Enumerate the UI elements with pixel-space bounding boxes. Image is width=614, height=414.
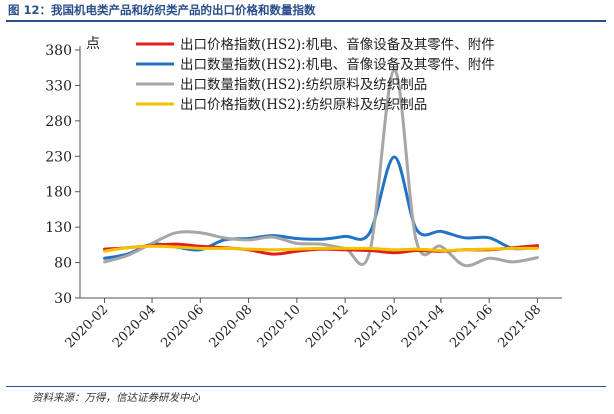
y-tick-label: 80: [54, 256, 72, 272]
x-tick-label: 2020-10: [255, 302, 304, 351]
y-tick-label: 330: [45, 78, 72, 94]
y-tick-label: 230: [45, 149, 72, 165]
y-tick-label: 280: [45, 114, 72, 130]
chart-series: [103, 68, 539, 268]
y-tick-label: 130: [45, 220, 72, 236]
y-unit-label: 点: [86, 36, 100, 52]
source-note: 资料来源：万得，信达证券研发中心: [32, 392, 200, 404]
x-tick-label: 2021-06: [447, 302, 496, 351]
x-tick-label: 2021-04: [399, 302, 448, 351]
x-tick-label: 2020-04: [110, 302, 159, 351]
x-tick-label: 2020-06: [158, 302, 207, 351]
y-tick-label: 180: [45, 185, 72, 201]
y-tick-label: 380: [45, 43, 72, 59]
footer-rule: [6, 386, 606, 387]
legend-item-textile-price-label: 出口价格指数(HS2):纺织原料及纺织制品: [180, 97, 427, 113]
x-tick-label: 2021-02: [352, 302, 401, 351]
figure-title: 图 12：我国机电类产品和纺织类产品的出口价格和数量指数: [8, 3, 316, 17]
legend-item-mech-price-label: 出口价格指数(HS2):机电、音像设备及其零件、附件: [180, 36, 495, 53]
x-tick-label: 2021-08: [495, 302, 544, 351]
legend: 出口价格指数(HS2):机电、音像设备及其零件、附件出口数量指数(HS2):机电…: [136, 36, 495, 113]
x-tick-label: 2020-12: [303, 302, 352, 351]
x-tick-label: 2020-08: [207, 302, 256, 351]
title-rule: [6, 20, 606, 22]
y-tick-label: 30: [54, 291, 72, 307]
legend-item-mech-volume-label: 出口数量指数(HS2):机电、音像设备及其零件、附件: [180, 56, 495, 73]
x-tick-label: 2020-02: [63, 302, 112, 351]
series-line-textile-price: [103, 244, 539, 253]
y-axis: 30 80 130 180 230 280 330 380: [45, 43, 81, 307]
legend-item-textile-volume-label: 出口数量指数(HS2):纺织原料及纺织制品: [180, 77, 427, 93]
